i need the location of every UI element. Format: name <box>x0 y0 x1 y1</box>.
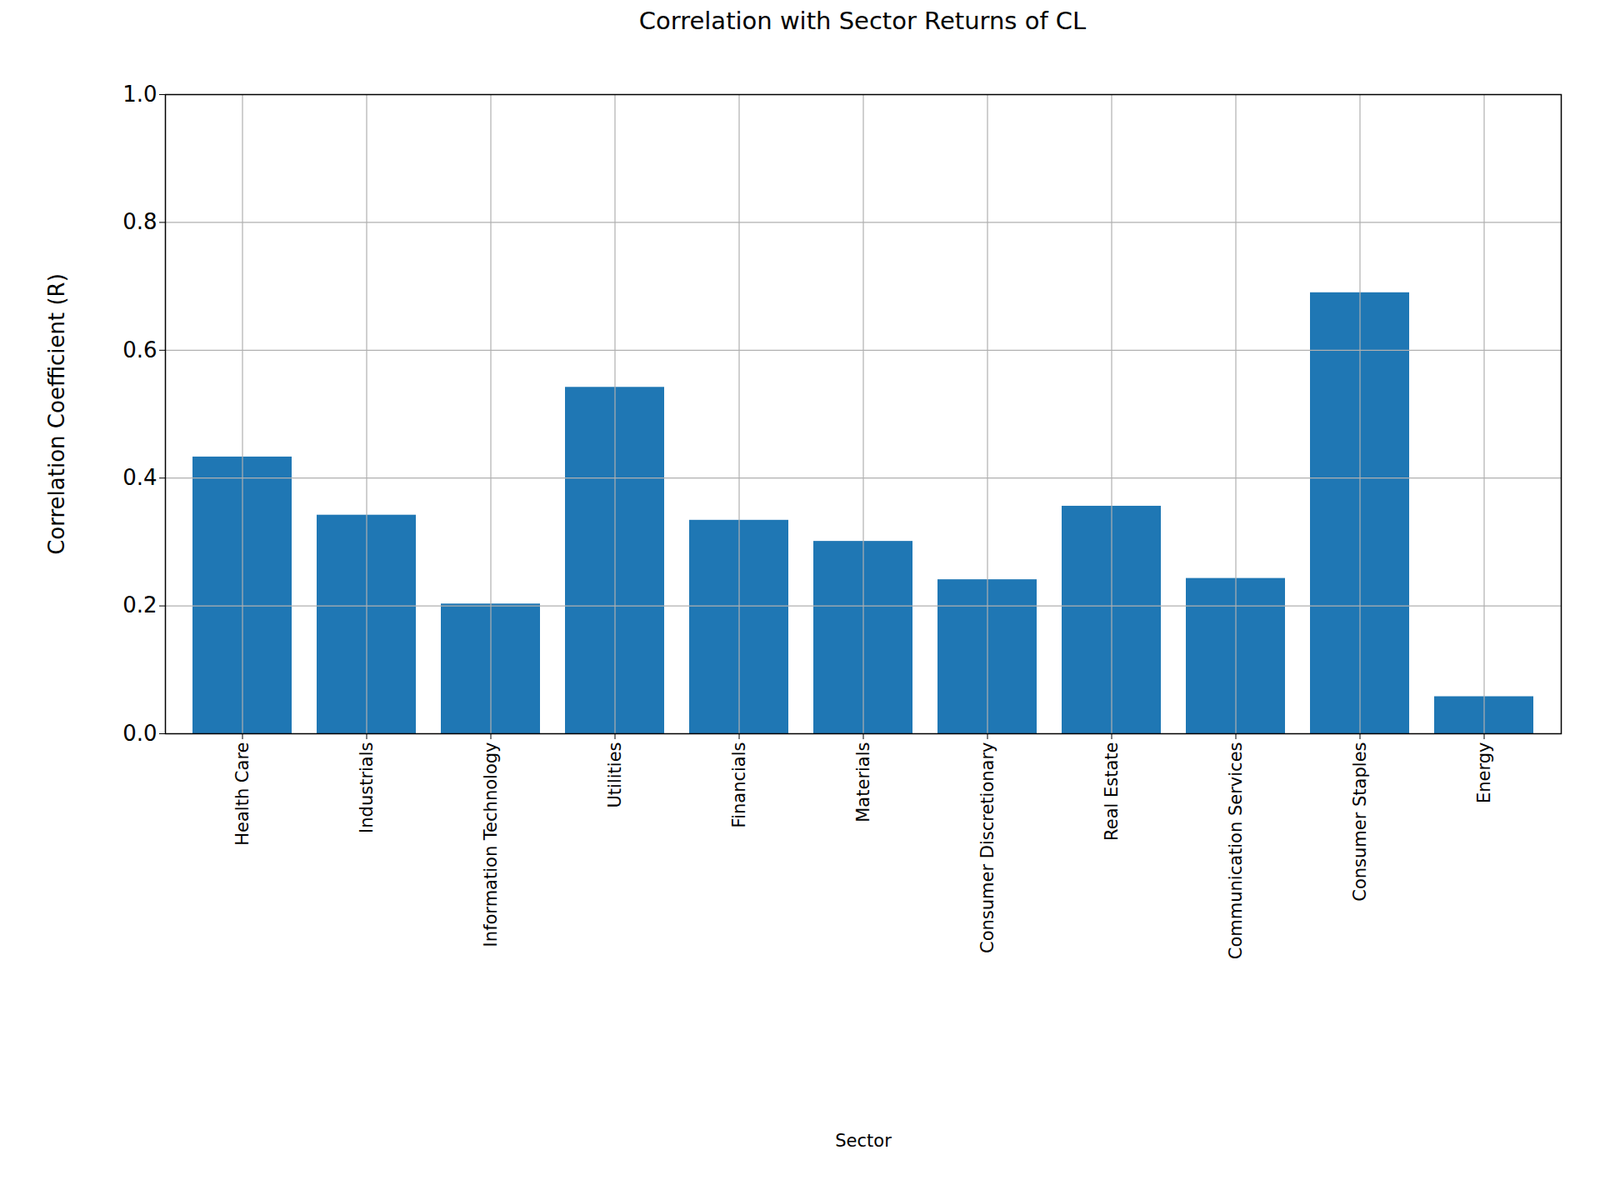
svg-text:Sector: Sector <box>835 1130 892 1151</box>
svg-text:Utilities: Utilities <box>605 742 625 809</box>
svg-text:Materials: Materials <box>853 742 874 823</box>
svg-text:0.4: 0.4 <box>122 465 157 490</box>
svg-text:0.0: 0.0 <box>122 720 157 746</box>
svg-text:1.0: 1.0 <box>122 81 157 107</box>
svg-text:Correlation Coefficient (R): Correlation Coefficient (R) <box>44 273 70 555</box>
svg-text:0.8: 0.8 <box>122 209 157 235</box>
svg-text:Consumer Discretionary: Consumer Discretionary <box>977 742 998 955</box>
svg-text:0.2: 0.2 <box>122 592 157 618</box>
svg-text:Industrials: Industrials <box>356 742 377 834</box>
svg-text:Communication Services: Communication Services <box>1225 742 1246 960</box>
svg-text:Financials: Financials <box>729 742 750 829</box>
html-text:Correlation with Sector Return: Correlation with Sector Returns of CL <box>639 6 1086 35</box>
svg-text:0.6: 0.6 <box>122 337 157 363</box>
svg-text:Consumer Staples: Consumer Staples <box>1350 742 1370 902</box>
svg-text:Energy: Energy <box>1474 742 1495 805</box>
svg-text:Information Technology: Information Technology <box>480 742 501 948</box>
svg-text:Health Care: Health Care <box>232 742 253 846</box>
svg-text:Real Estate: Real Estate <box>1101 742 1122 841</box>
